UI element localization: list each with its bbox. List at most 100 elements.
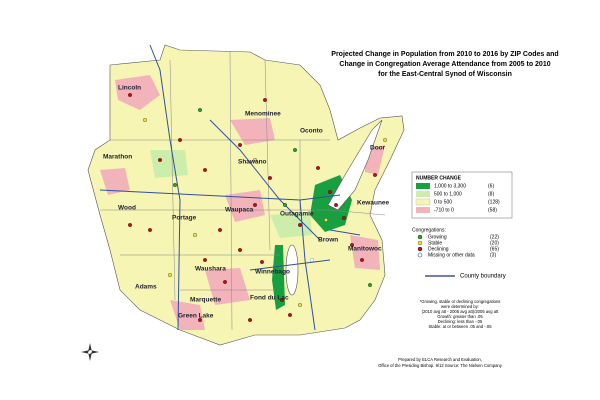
swatch: [416, 183, 430, 189]
congregation-label: Missing or other data: [428, 252, 475, 258]
congregation-dot: [328, 190, 332, 194]
congregation-count: (20): [490, 240, 499, 246]
title-line: Projected Change in Population from 2010…: [331, 51, 558, 58]
congregation-dot: [203, 168, 207, 172]
congregation-dot: [283, 203, 287, 207]
congregation-dot: [316, 166, 320, 170]
congregation-dot: [260, 260, 264, 264]
legend-range: 1,000 to 3,300: [434, 183, 466, 189]
lake: [285, 244, 299, 296]
swatch: [415, 198, 431, 206]
congregation-dot: [193, 233, 197, 237]
county-label: Kewaunee: [357, 200, 390, 207]
congregation-dot: [350, 243, 354, 247]
note: *Growing, stable or declining congregati…: [420, 299, 501, 329]
congregation-dot: [173, 183, 177, 187]
note-line: (2010 avg att - 2005 avg att)/2005 avg a…: [422, 309, 500, 314]
congregation-dot: [324, 218, 328, 222]
county-label: Winnebago: [255, 269, 290, 276]
congregation-dot: [298, 303, 302, 307]
congregation-dot: [218, 228, 222, 232]
decline-area: [115, 75, 160, 110]
congregation-dot: [383, 138, 387, 142]
congregation-count: (22): [490, 234, 499, 240]
footer-line: Prepared by ELCA Research and Evaluation…: [398, 357, 482, 362]
county-label: Manitowoc: [348, 246, 382, 253]
congregation-dot: [148, 228, 152, 232]
decline-area: [100, 168, 130, 195]
congregation-dot: [342, 216, 346, 220]
congregation-dot: [158, 158, 162, 162]
congregation-dot: [253, 203, 257, 207]
county-label: Menominee: [245, 111, 281, 118]
congregation-dot: [248, 318, 252, 322]
congregation-dot: [368, 283, 372, 287]
legend-count: (128): [488, 199, 500, 205]
congregation-count: (3): [490, 252, 496, 258]
county-label: Marathon: [103, 154, 132, 161]
footer-line: Office of the Presiding Bishop. 9/12 Sou…: [378, 363, 503, 368]
legend-dot: [417, 246, 423, 252]
county-label: Door: [370, 145, 386, 152]
title: Projected Change in Population from 2010…: [331, 51, 558, 78]
congregations: [128, 93, 387, 322]
congregation-dot: [238, 248, 242, 252]
compass-rose: [81, 343, 99, 361]
congregation-dot: [178, 138, 182, 142]
legend-dot: [417, 252, 423, 258]
county-label: Green Lake: [178, 313, 214, 320]
county-label: Waushara: [195, 266, 226, 273]
legend-range: 0 to 500: [434, 199, 452, 205]
congregation-dot: [223, 280, 227, 284]
congregation-label: Stable: [428, 240, 442, 246]
congregation-dot: [168, 273, 172, 277]
legend-dot: [417, 240, 423, 246]
note-line: Growth: greater than .05: [437, 314, 483, 319]
congregation-title: Congregations:: [412, 227, 446, 233]
county-label: Adams: [135, 284, 157, 291]
compass: [81, 343, 99, 361]
decline-area: [230, 118, 275, 145]
county-label: Outagamie: [280, 211, 314, 218]
congregation-label: Declining: [428, 246, 449, 252]
congregation-dot: [268, 176, 272, 180]
congregation-dot: [238, 143, 242, 147]
congregation-dot: [373, 173, 377, 177]
congregation-dot: [128, 93, 132, 97]
congregation-dot: [253, 158, 257, 162]
decline-area: [350, 235, 380, 270]
congregation-dot: [198, 318, 202, 322]
congregation-dot: [293, 148, 297, 152]
title-line: for the East-Central Synod of Wisconsin: [378, 71, 512, 78]
swatch: [416, 191, 430, 197]
county-label: Portage: [172, 215, 197, 222]
county-label: Oconto: [300, 128, 323, 135]
highway: [99, 44, 361, 331]
note-line: *Growing, stable or declining congregati…: [420, 299, 501, 304]
bay-water: [327, 119, 383, 211]
congregation-dot: [298, 223, 302, 227]
congregation-dot: [143, 118, 147, 122]
legend: NUMBER CHANGE 1,000 to 3,300 500 to 1,00…: [411, 171, 513, 280]
county-label: Fond du Lac: [250, 295, 289, 302]
legend-dot: [417, 234, 423, 240]
boundary-label: County boundary: [460, 274, 506, 280]
growth-light-area: [150, 150, 188, 178]
county-label: Shawano: [238, 159, 267, 166]
legend-count: (8): [488, 191, 494, 197]
note-line: were determined by:: [441, 304, 479, 309]
county-label: Wood: [118, 205, 136, 212]
decline-area: [205, 268, 250, 305]
legend-range: -710 to 0: [434, 207, 454, 213]
map-area: [87, 44, 405, 346]
county-labels: Lincoln Menominee Oconto Marathon Shawan…: [103, 85, 390, 320]
congregation-dot: [280, 298, 284, 302]
county-label: Lincoln: [118, 85, 141, 92]
legend-count: (6): [488, 183, 494, 189]
congregation-dot: [198, 108, 202, 112]
note-line: Declining: less than -.05: [438, 319, 483, 324]
legend-range: 500 to 1,000: [434, 191, 462, 197]
congregation-label: Growing: [428, 234, 447, 240]
legend-count: (58): [488, 207, 497, 213]
